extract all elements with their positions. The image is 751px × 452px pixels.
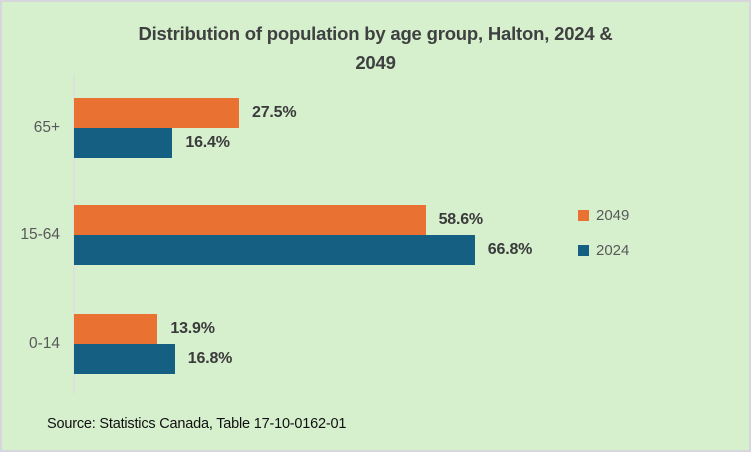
bar-2024-65+: [74, 128, 173, 158]
data-label-2049-0-14: 13.9%: [170, 320, 215, 337]
chart-title: Distribution of population by age group,…: [2, 19, 749, 77]
legend: 2049 2024: [578, 208, 629, 278]
chart-title-line-2: 2049: [355, 52, 396, 73]
legend-item-2024: 2024: [578, 243, 629, 258]
legend-label-2049: 2049: [596, 207, 630, 224]
bar-2024-0-14: [74, 344, 175, 374]
data-label-2024-0-14: 16.8%: [187, 350, 233, 367]
legend-swatch-2049: [578, 210, 589, 221]
data-label-2024-15-64: 66.8%: [487, 241, 533, 258]
source-note: Source: Statistics Canada, Table 17-10-0…: [47, 416, 347, 432]
bar-2049-65+: [74, 98, 239, 128]
chart-title-line-1: Distribution of population by age group,…: [138, 23, 613, 44]
category-label-15-64: 15-64: [20, 226, 60, 243]
data-label-2024-65+: 16.4%: [185, 134, 230, 151]
data-label-2049-15-64: 58.6%: [438, 211, 484, 228]
legend-item-2049: 2049: [578, 208, 629, 223]
legend-swatch-2024: [578, 245, 589, 256]
data-label-2049-65+: 27.5%: [252, 104, 297, 121]
bar-2049-0-14: [74, 314, 158, 344]
bar-2049-15-64: [74, 205, 426, 235]
category-label-65+: 65+: [33, 119, 60, 136]
category-label-0-14: 0-14: [28, 335, 60, 352]
bar-2024-15-64: [74, 235, 475, 265]
legend-label-2024: 2024: [596, 242, 630, 259]
